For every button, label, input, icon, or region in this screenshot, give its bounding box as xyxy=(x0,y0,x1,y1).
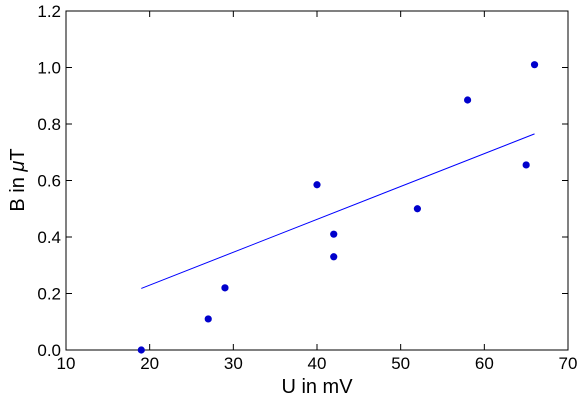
y-axis-label: B in μT xyxy=(7,148,29,211)
plot-area: 10 20 30 40 50 60 70 0.0 0.2 0.4 0.6 0.8 1.0 1.2 xyxy=(37,2,577,373)
data-point xyxy=(330,230,338,238)
y-axis-label-prefix: B in xyxy=(7,172,29,212)
fit-line xyxy=(141,133,535,289)
data-point xyxy=(464,96,472,104)
y-tick-label: 1.2 xyxy=(37,2,61,21)
data-point xyxy=(313,181,321,189)
data-point xyxy=(530,61,539,69)
y-axis-label-unit: T xyxy=(7,148,29,160)
y-tick-label: 0.6 xyxy=(37,172,61,191)
x-tick-label: 50 xyxy=(391,354,410,373)
y-tick-label: 0.4 xyxy=(37,228,61,247)
x-axis-label: U in mV xyxy=(281,376,353,398)
y-tick-label: 0.2 xyxy=(37,285,61,304)
data-point xyxy=(221,284,229,292)
data-point xyxy=(137,346,145,354)
x-tick-label: 20 xyxy=(140,354,159,373)
data-points xyxy=(137,61,539,354)
y-axis-ticks: 0.0 0.2 0.4 0.6 0.8 1.0 1.2 xyxy=(37,2,568,360)
x-tick-label: 40 xyxy=(308,354,327,373)
x-tick-label: 70 xyxy=(559,354,578,373)
data-point xyxy=(330,253,338,261)
y-axis-label-mu: μ xyxy=(7,161,29,173)
y-tick-label: 0.0 xyxy=(37,341,61,360)
y-tick-label: 1.0 xyxy=(37,59,61,78)
x-tick-label: 30 xyxy=(224,354,243,373)
data-point xyxy=(204,315,212,323)
fit-line-layer xyxy=(141,133,535,289)
x-axis-ticks: 10 20 30 40 50 60 70 xyxy=(57,11,578,373)
plot-frame xyxy=(65,10,569,351)
y-tick-label: 0.8 xyxy=(37,115,61,134)
data-point xyxy=(522,161,530,169)
x-tick-label: 60 xyxy=(475,354,494,373)
x-tick-label: 10 xyxy=(57,354,76,373)
data-point xyxy=(413,205,421,213)
